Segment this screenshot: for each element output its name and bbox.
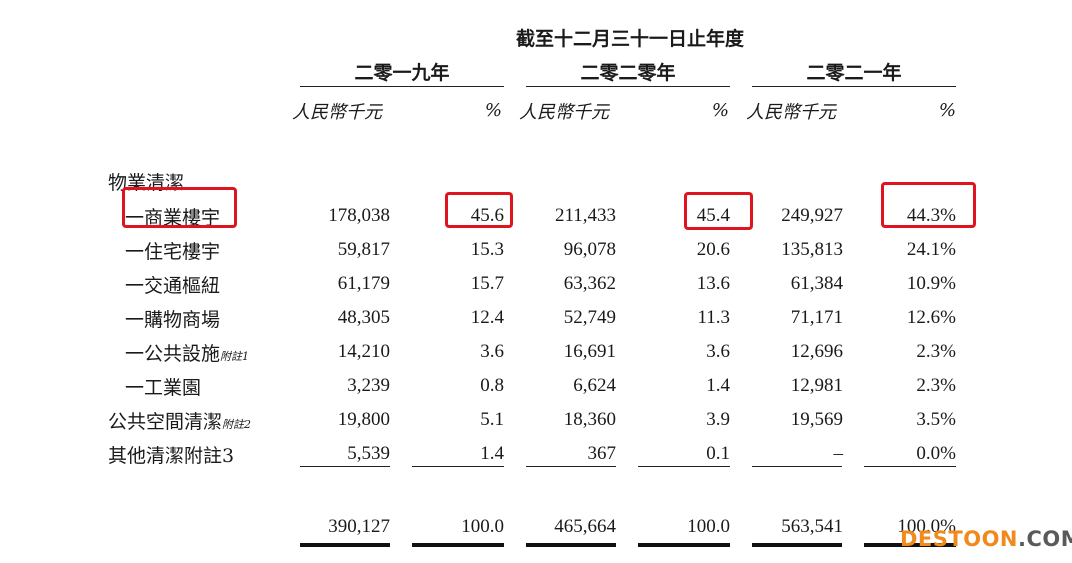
watermark-part2: .COM — [1018, 527, 1072, 551]
table-cell: 19,569 — [790, 409, 843, 430]
pct-label-2020: % — [711, 100, 729, 121]
table-cell: 3.5% — [916, 409, 956, 430]
table-cell: 24.1% — [906, 239, 956, 260]
table-cell: – — [833, 443, 844, 464]
footnote-ref: 附註1 — [220, 350, 250, 363]
year-2020-underline — [526, 86, 730, 87]
table-cell: 249,927 — [781, 205, 843, 226]
total-double-underline — [300, 543, 390, 547]
table-cell: 52,749 — [563, 307, 616, 328]
row-label: 一交通樞紐 — [125, 275, 221, 297]
year-2021-underline — [752, 86, 956, 87]
total-cell: 563,541 — [781, 516, 843, 537]
total-cell: 100.0 — [687, 516, 730, 537]
table-cell: 10.9% — [906, 273, 956, 294]
table-cell: 1.4 — [706, 375, 730, 396]
subtotal-underline — [864, 466, 956, 467]
table-cell: 19,800 — [337, 409, 390, 430]
table-cell: 0.8 — [480, 375, 504, 396]
table-cell: 48,305 — [337, 307, 390, 328]
highlight-box-2021-pct — [881, 182, 976, 228]
table-cell: 15.7 — [470, 273, 504, 294]
table-cell: 59,817 — [337, 239, 390, 260]
table-cell: 3.6 — [480, 341, 504, 362]
total-cell: 100.0% — [897, 516, 956, 537]
table-cell: 12.4 — [470, 307, 504, 328]
total-double-underline — [526, 543, 616, 547]
table-cell: 16,691 — [563, 341, 616, 362]
table-cell: 367 — [587, 443, 617, 464]
highlight-box-2019-pct — [445, 192, 513, 228]
table-cell: 0.1 — [706, 443, 730, 464]
subtotal-underline — [412, 466, 504, 467]
watermark-logo: DESTOON.COM — [900, 527, 1072, 551]
table-cell: 45.4 — [696, 205, 730, 226]
table-cell: 14,210 — [337, 341, 390, 362]
unit-label-2019: 人民幣千元 — [292, 102, 382, 123]
table-cell: 3.9 — [706, 409, 730, 430]
row-label: 一公共設施附註1 — [125, 339, 249, 366]
highlight-box-label — [122, 187, 237, 228]
table-cell: 0.0% — [916, 443, 956, 464]
table-cell: 2.3% — [916, 341, 956, 362]
table-cell: 18,360 — [563, 409, 616, 430]
table-cell: 6,624 — [573, 375, 616, 396]
year-2020-header: 二零二零年 — [580, 62, 676, 84]
total-double-underline — [752, 543, 842, 547]
table-cell: 12,696 — [790, 341, 843, 362]
subtotal-underline — [752, 466, 842, 467]
unit-label-2020: 人民幣千元 — [519, 102, 609, 123]
table-cell: 12,981 — [790, 375, 843, 396]
total-double-underline — [864, 543, 956, 547]
table-cell: 20.6 — [696, 239, 730, 260]
row-label: 一工業園 — [125, 377, 202, 399]
table-cell: 211,433 — [554, 205, 616, 226]
table-cell: 44.3% — [906, 205, 956, 226]
table-cell: 61,179 — [337, 273, 390, 294]
row-label-text: 公共空間清潔 — [108, 411, 223, 433]
pct-label-2019: % — [484, 100, 502, 121]
year-2019-underline — [300, 86, 504, 87]
table-cell: 178,038 — [328, 205, 390, 226]
pct-label-2021: % — [938, 100, 956, 121]
table-cell: 3,239 — [347, 375, 390, 396]
watermark-part1: DESTOON — [900, 527, 1019, 551]
table-cell: 3.6 — [706, 341, 730, 362]
highlight-box-2020-pct — [684, 192, 753, 230]
row-label: 一購物商場 — [125, 309, 221, 331]
subtotal-underline — [526, 466, 616, 467]
table-cell: 45.6 — [470, 205, 504, 226]
row-label: 一商業樓宇 — [125, 207, 221, 229]
subtotal-underline — [300, 466, 390, 467]
table-cell: 63,362 — [563, 273, 616, 294]
total-double-underline — [638, 543, 730, 547]
total-double-underline — [412, 543, 504, 547]
table-cell: 13.6 — [696, 273, 730, 294]
year-2019-header: 二零一九年 — [354, 62, 450, 84]
table-cell: 2.3% — [916, 375, 956, 396]
table-cell: 11.3 — [697, 307, 730, 328]
total-cell: 390,127 — [328, 516, 390, 537]
table-cell: 61,384 — [790, 273, 843, 294]
total-cell: 100.0 — [461, 516, 504, 537]
row-label: 一住宅樓宇 — [125, 241, 221, 263]
row-label: 公共空間清潔附註2 — [108, 407, 251, 434]
table-cell: 135,813 — [781, 239, 843, 260]
year-2021-header: 二零二一年 — [806, 62, 902, 84]
total-cell: 465,664 — [554, 516, 616, 537]
row-label: 其他清潔附註3 — [108, 445, 235, 467]
unit-label-2021: 人民幣千元 — [746, 102, 836, 123]
table-cell: 71,171 — [790, 307, 843, 328]
table-cell: 12.6% — [906, 307, 956, 328]
table-cell: 15.3 — [470, 239, 504, 260]
row-label-text: 一公共設施 — [125, 343, 221, 365]
table-cell: 5,539 — [347, 443, 390, 464]
subtotal-underline — [638, 466, 730, 467]
table-cell: 5.1 — [480, 409, 504, 430]
table-cell: 96,078 — [563, 239, 616, 260]
fiscal-year-caption: 截至十二月三十一日止年度 — [515, 28, 744, 50]
footnote-ref: 附註2 — [222, 418, 252, 431]
table-cell: 1.4 — [480, 443, 504, 464]
